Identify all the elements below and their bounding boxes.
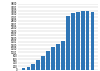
Bar (71, 13, 75, 70)
Bar (91, 12, 94, 70)
Bar (36, 60, 40, 70)
Bar (27, 67, 30, 70)
Bar (66, 16, 70, 70)
Bar (22, 68, 25, 70)
Bar (51, 47, 55, 70)
Bar (46, 51, 50, 70)
Bar (76, 12, 80, 70)
Bar (56, 44, 60, 70)
Bar (32, 64, 35, 70)
Bar (81, 11, 84, 70)
Bar (86, 11, 89, 70)
Bar (41, 56, 45, 70)
Bar (61, 41, 65, 70)
